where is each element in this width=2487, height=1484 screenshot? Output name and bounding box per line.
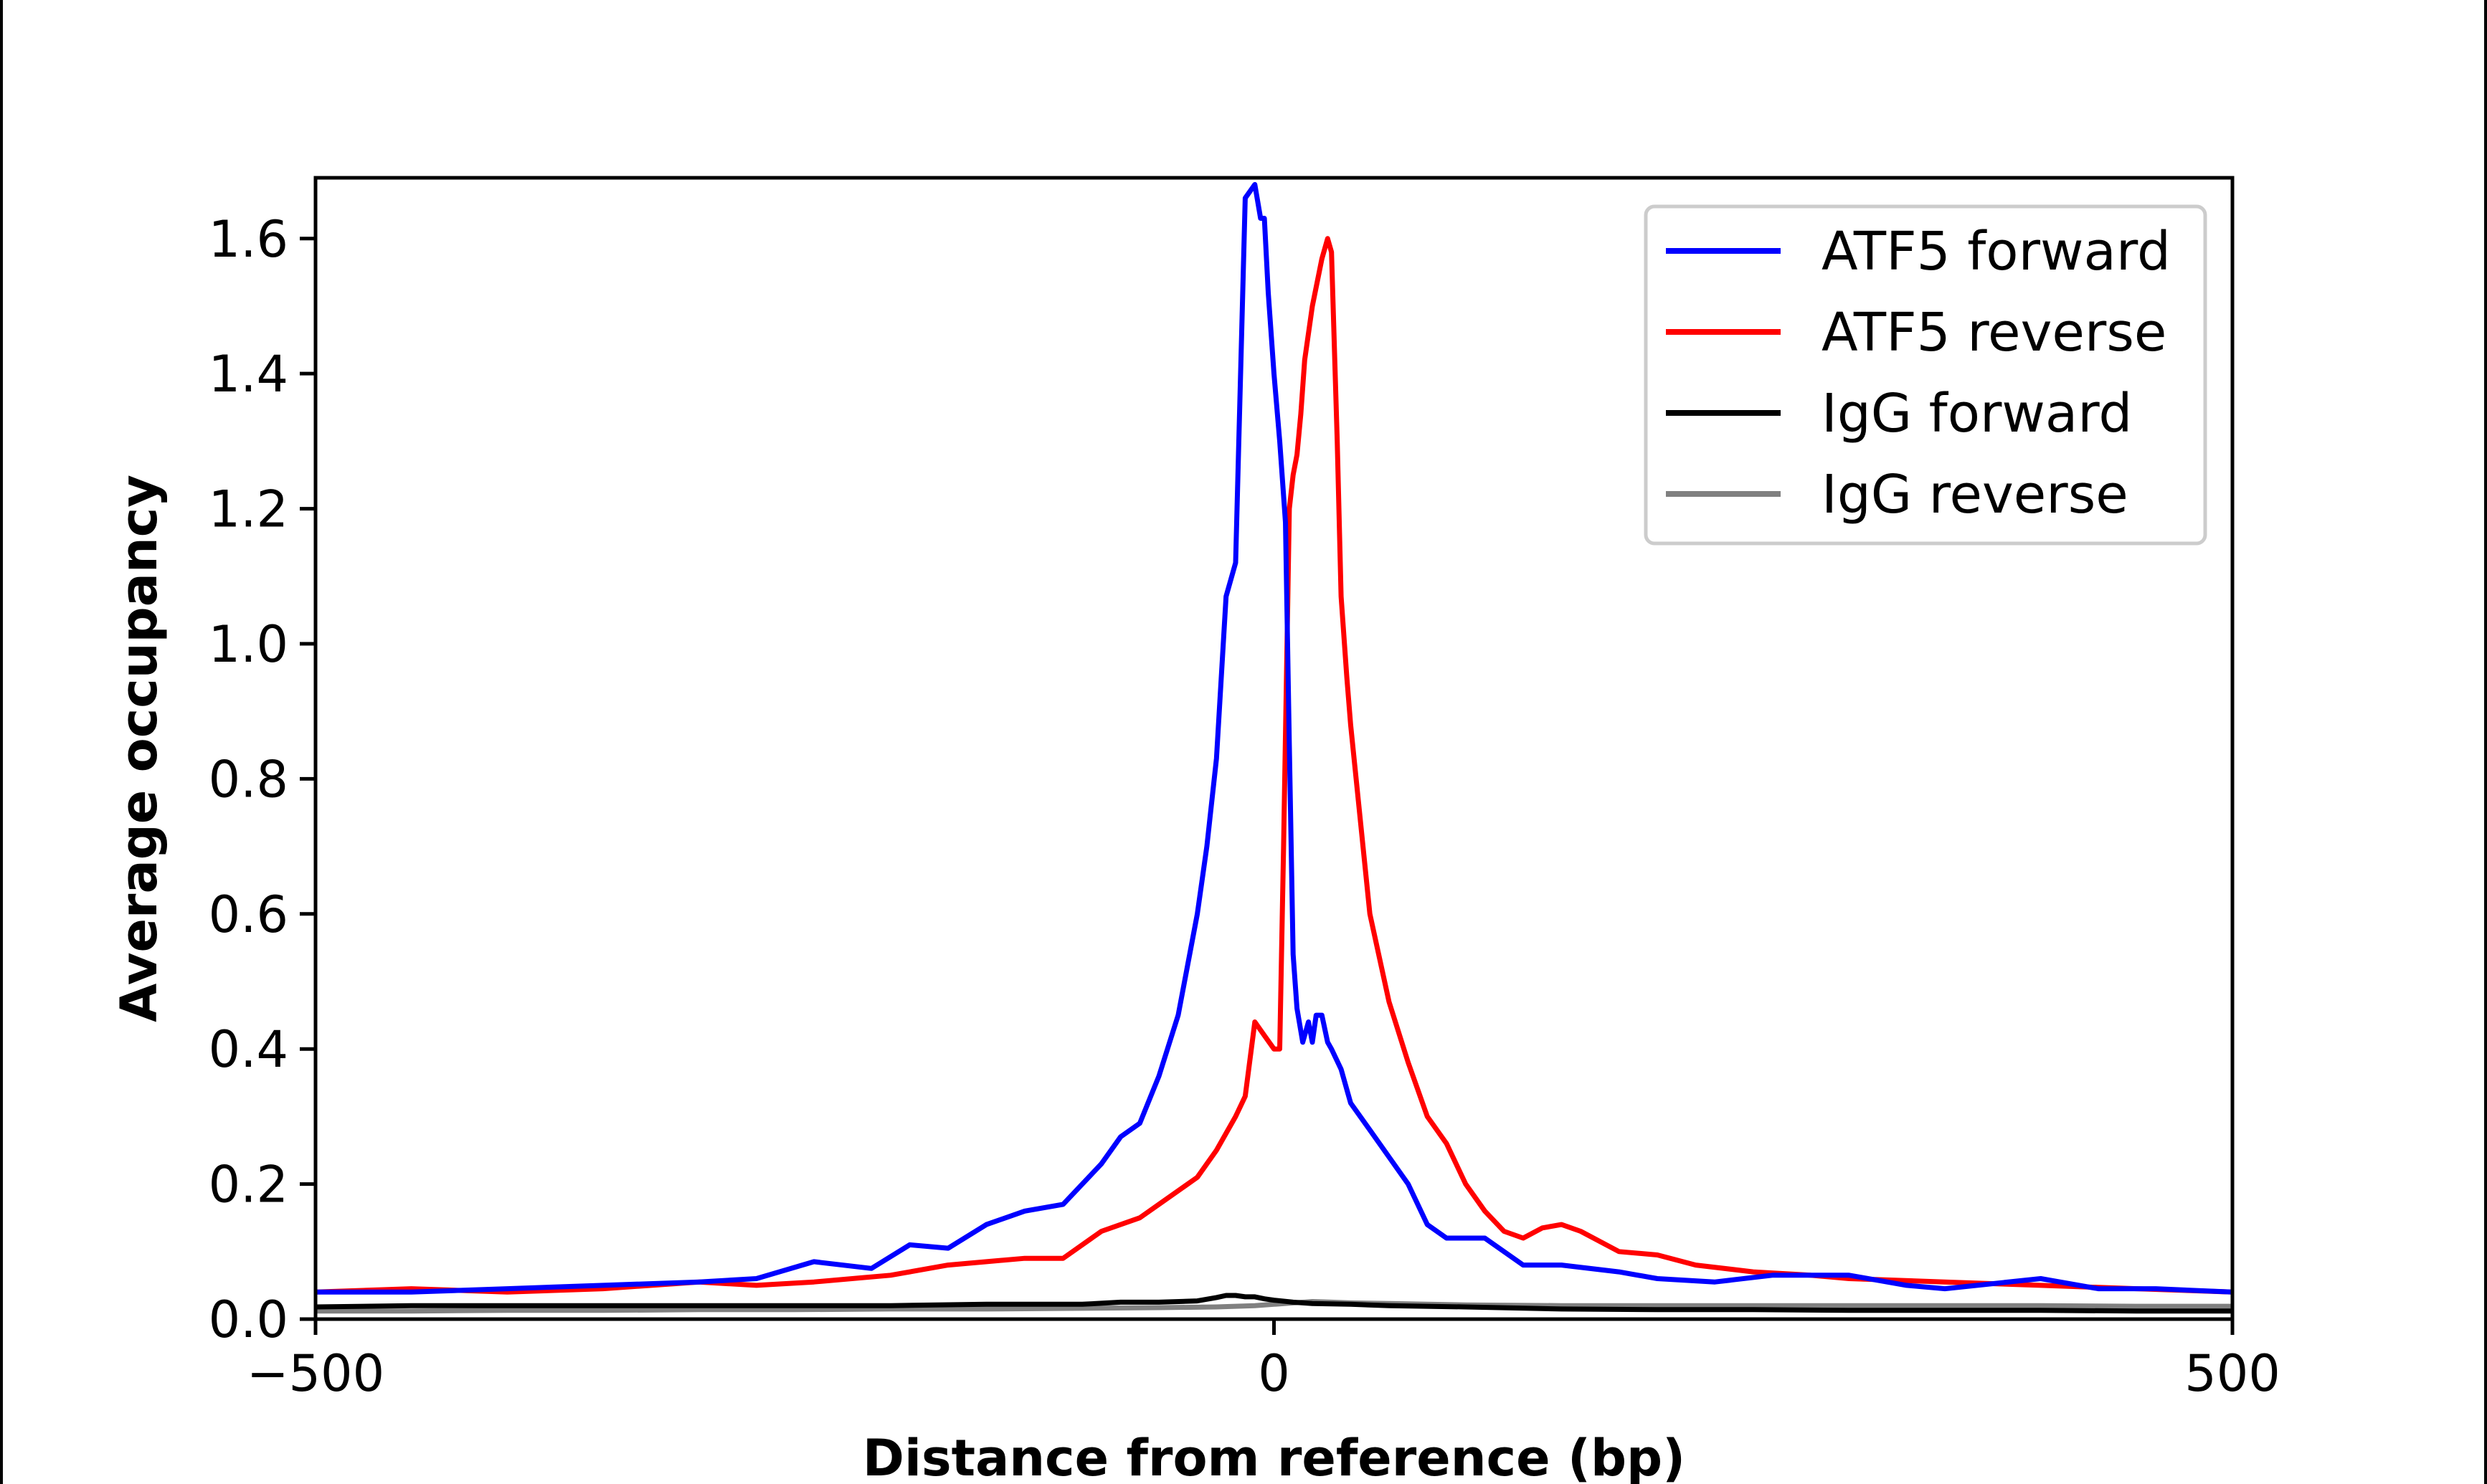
legend-box xyxy=(1644,204,2207,546)
y-tick-label: 0.0 xyxy=(209,1290,288,1349)
y-tick-label: 0.2 xyxy=(209,1156,288,1214)
x-axis: −500 0 500 xyxy=(247,1319,2280,1403)
legend-label: IgG reverse xyxy=(1822,464,2128,525)
y-tick-label: 1.4 xyxy=(209,345,288,404)
y-tick-label: 0.4 xyxy=(209,1020,288,1079)
y-tick-label: 1.0 xyxy=(209,615,288,674)
x-axis-title: Distance from reference (bp) xyxy=(863,1429,1685,1484)
legend-label: ATF5 forward xyxy=(1822,221,2171,282)
y-tick-label: 0.6 xyxy=(209,885,288,944)
right-border-rule xyxy=(2484,0,2487,1484)
series-line-atf5-reverse xyxy=(316,236,2232,1295)
series-layer xyxy=(316,181,2232,1314)
x-tick-label: 500 xyxy=(2184,1344,2280,1403)
y-axis-title: Average occupancy xyxy=(110,475,169,1022)
y-tick-label: 0.8 xyxy=(209,750,288,809)
y-axis: 0.0 0.2 0.4 0.6 0.8 1.0 1.2 1.4 1.6 xyxy=(209,210,316,1349)
x-tick-label: −500 xyxy=(247,1344,384,1403)
y-tick-label: 1.2 xyxy=(209,480,288,539)
legend-label: ATF5 reverse xyxy=(1822,302,2166,363)
left-border-rule xyxy=(0,0,3,1484)
series-line-atf5-forward xyxy=(316,181,2232,1295)
legend: ATF5 forward ATF5 reverse IgG forward IgG r… xyxy=(1644,204,2207,546)
series-line-igg-forward xyxy=(316,1293,2232,1314)
legend-label: IgG forward xyxy=(1822,383,2132,444)
y-tick-label: 1.6 xyxy=(209,210,288,269)
x-tick-label: 0 xyxy=(1258,1344,1290,1403)
